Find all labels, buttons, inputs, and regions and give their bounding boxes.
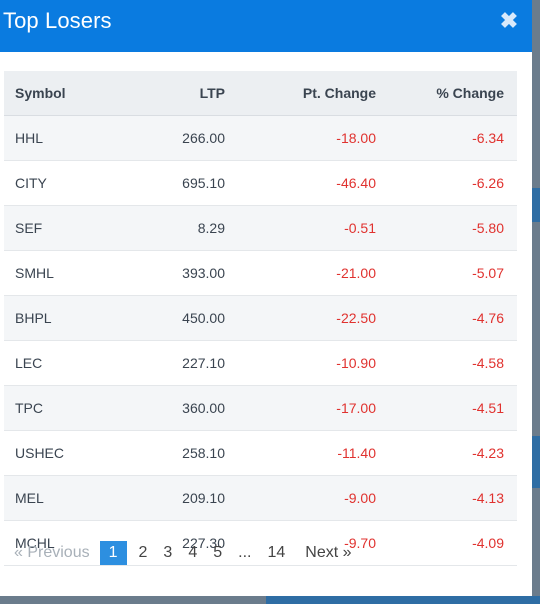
cell-pt-change: -17.00	[225, 385, 376, 431]
cell-ltp: 227.10	[136, 340, 225, 386]
table-row[interactable]: BHPL 450.00 -22.50 -4.76	[4, 295, 517, 341]
close-icon[interactable]: ✖	[499, 8, 519, 33]
next-page-link[interactable]: Next »	[305, 544, 352, 561]
cell-pt-change: -0.51	[225, 205, 376, 251]
cell-pct-change: -4.13	[376, 475, 517, 521]
page-link-3[interactable]: 3	[163, 544, 173, 561]
cell-symbol[interactable]: TPC	[4, 385, 136, 431]
cell-pct-change: -6.26	[376, 160, 517, 206]
cell-ltp: 258.10	[136, 430, 225, 476]
page-link-5[interactable]: 5	[213, 544, 223, 561]
cell-pct-change: -5.07	[376, 250, 517, 296]
table-row[interactable]: USHEC 258.10 -11.40 -4.23	[4, 430, 517, 476]
modal-title: Top Losers	[3, 8, 112, 33]
previous-page-link[interactable]: « Previous	[14, 544, 90, 561]
cell-symbol[interactable]: LEC	[4, 340, 136, 386]
cell-pct-change: -4.58	[376, 340, 517, 386]
cell-symbol[interactable]: SEF	[4, 205, 136, 251]
cell-ltp: 209.10	[136, 475, 225, 521]
cell-pt-change: -10.90	[225, 340, 376, 386]
cell-symbol[interactable]: USHEC	[4, 430, 136, 476]
modal-header: Top Losers ✖	[0, 0, 532, 52]
cell-pct-change: -4.51	[376, 385, 517, 431]
background-element	[532, 436, 540, 488]
background-page-edge	[0, 596, 540, 604]
table-row[interactable]: SEF 8.29 -0.51 -5.80	[4, 205, 517, 251]
page-link-2[interactable]: 2	[138, 544, 148, 561]
pagination: « Previous 1 2 3 4 5 ... 14 Next »	[10, 541, 358, 565]
column-header-ltp[interactable]: LTP	[136, 71, 225, 116]
column-header-symbol[interactable]: Symbol	[4, 71, 136, 116]
cell-ltp: 227.30	[136, 520, 225, 566]
cell-pt-change: -11.40	[225, 430, 376, 476]
cell-pct-change: -5.80	[376, 205, 517, 251]
table-row[interactable]: MEL 209.10 -9.00 -4.13	[4, 475, 517, 521]
table-row[interactable]: MCHL 227.30 -9.70 -4.09	[4, 520, 517, 566]
losers-table-container: Symbol LTP Pt. Change % Change HHL 266.00…	[4, 71, 517, 566]
cell-symbol[interactable]: MEL	[4, 475, 136, 521]
background-element	[532, 188, 540, 222]
cell-pt-change: -9.00	[225, 475, 376, 521]
cell-ltp: 8.29	[136, 205, 225, 251]
column-header-pt-change[interactable]: Pt. Change	[225, 71, 376, 116]
cell-pt-change: -18.00	[225, 115, 376, 161]
cell-pt-change: -46.40	[225, 160, 376, 206]
cell-symbol[interactable]: HHL	[4, 115, 136, 161]
cell-ltp: 450.00	[136, 295, 225, 341]
table-row[interactable]: CITY 695.10 -46.40 -6.26	[4, 160, 517, 206]
background-page-edge	[532, 0, 540, 604]
cell-pct-change: -4.23	[376, 430, 517, 476]
cell-symbol[interactable]: CITY	[4, 160, 136, 206]
page-ellipsis: ...	[238, 544, 252, 561]
page-link-14[interactable]: 14	[267, 544, 286, 561]
background-element	[266, 596, 540, 604]
page-link-4[interactable]: 4	[188, 544, 198, 561]
cell-ltp: 266.00	[136, 115, 225, 161]
cell-ltp: 360.00	[136, 385, 225, 431]
table-row[interactable]: TPC 360.00 -17.00 -4.51	[4, 385, 517, 431]
table-row[interactable]: LEC 227.10 -10.90 -4.58	[4, 340, 517, 386]
column-header-pct-change[interactable]: % Change	[376, 71, 517, 116]
cell-symbol[interactable]: BHPL	[4, 295, 136, 341]
cell-pt-change: -9.70	[225, 520, 376, 566]
cell-pt-change: -21.00	[225, 250, 376, 296]
cell-symbol[interactable]: SMHL	[4, 250, 136, 296]
cell-pct-change: -4.76	[376, 295, 517, 341]
cell-ltp: 393.00	[136, 250, 225, 296]
table-row[interactable]: SMHL 393.00 -21.00 -5.07	[4, 250, 517, 296]
cell-ltp: 695.10	[136, 160, 225, 206]
table-row[interactable]: HHL 266.00 -18.00 -6.34	[4, 115, 517, 161]
page-link-1[interactable]: 1	[99, 541, 127, 565]
losers-table: Symbol LTP Pt. Change % Change HHL 266.00…	[4, 71, 517, 566]
table-header-row: Symbol LTP Pt. Change % Change	[4, 71, 517, 116]
cell-pct-change: -4.09	[376, 520, 517, 566]
top-losers-modal: Top Losers ✖ Symbol LTP Pt. Change % Cha…	[0, 0, 532, 596]
cell-pt-change: -22.50	[225, 295, 376, 341]
cell-pct-change: -6.34	[376, 115, 517, 161]
